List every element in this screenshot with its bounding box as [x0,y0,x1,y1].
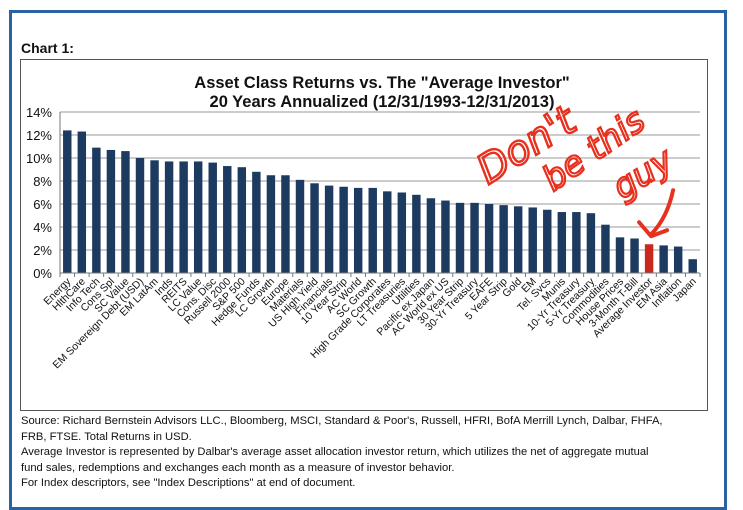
bar [412,194,421,273]
bar [324,185,334,273]
note-line: Source: Richard Bernstein Advisors LLC.,… [21,415,663,427]
bar [455,202,465,273]
bar [557,212,567,273]
bar [673,246,683,273]
bar [310,183,319,273]
bar [353,187,363,273]
note-line: fund sales, redemptions and exchanges ea… [21,461,455,474]
bar [193,161,203,273]
bar [252,171,261,273]
bar [484,204,494,273]
arrow-icon [649,188,676,237]
bar [339,186,348,273]
y-tick-label: 0% [33,266,52,281]
bar [179,161,188,273]
bar [659,245,668,273]
bar [135,158,145,273]
y-tick-label: 8% [33,174,52,189]
bar [383,191,392,273]
arrowhead-icon [637,220,670,239]
chart-title: Asset Class Returns vs. The "Average Inv… [194,74,569,92]
bar [513,206,523,273]
y-tick-label: 12% [26,128,52,143]
bar [615,237,625,273]
bar [630,238,639,273]
bar [543,209,552,273]
chart-label: Chart 1: [21,40,74,56]
bar [77,131,87,273]
chart-subtitle: 20 Years Annualized (12/31/1993-12/31/20… [210,93,555,111]
bar [281,175,290,273]
bar [295,179,305,273]
bar [586,213,596,273]
chart-notes: Source: Richard Bernstein Advisors LLC.,… [21,414,721,492]
bar [426,198,436,273]
bar [397,192,407,273]
y-tick-label: 6% [33,197,52,212]
y-tick-label: 10% [26,151,52,166]
bar [63,130,72,273]
bar [150,160,159,273]
y-tick-label: 14% [26,105,52,120]
y-axis-labels: 0% 2% 4% 6% 8% 10% 12% 14% [26,105,52,281]
bar [368,187,377,273]
bar [164,161,174,273]
bar [441,200,450,273]
bar [528,207,537,273]
y-tick-label: 4% [33,220,52,235]
bar-highlight [644,244,654,273]
bar [601,224,610,273]
note-line: Average Investor is represented by Dalba… [21,446,649,458]
bar [499,205,508,273]
note-line: For Index descriptors, see "Index Descri… [21,477,356,489]
bar [92,147,101,273]
bar [208,162,217,273]
bar [688,259,697,273]
bars [63,130,697,273]
bar [572,212,581,273]
y-tick-label: 2% [33,243,52,258]
axes [59,112,701,277]
bar [470,202,479,273]
bar [223,166,232,273]
note-line: FRB, FTSE. Total Returns in USD. [21,430,192,443]
bar [106,149,116,273]
bar [266,175,276,273]
bar [237,167,247,273]
bar [121,151,130,273]
